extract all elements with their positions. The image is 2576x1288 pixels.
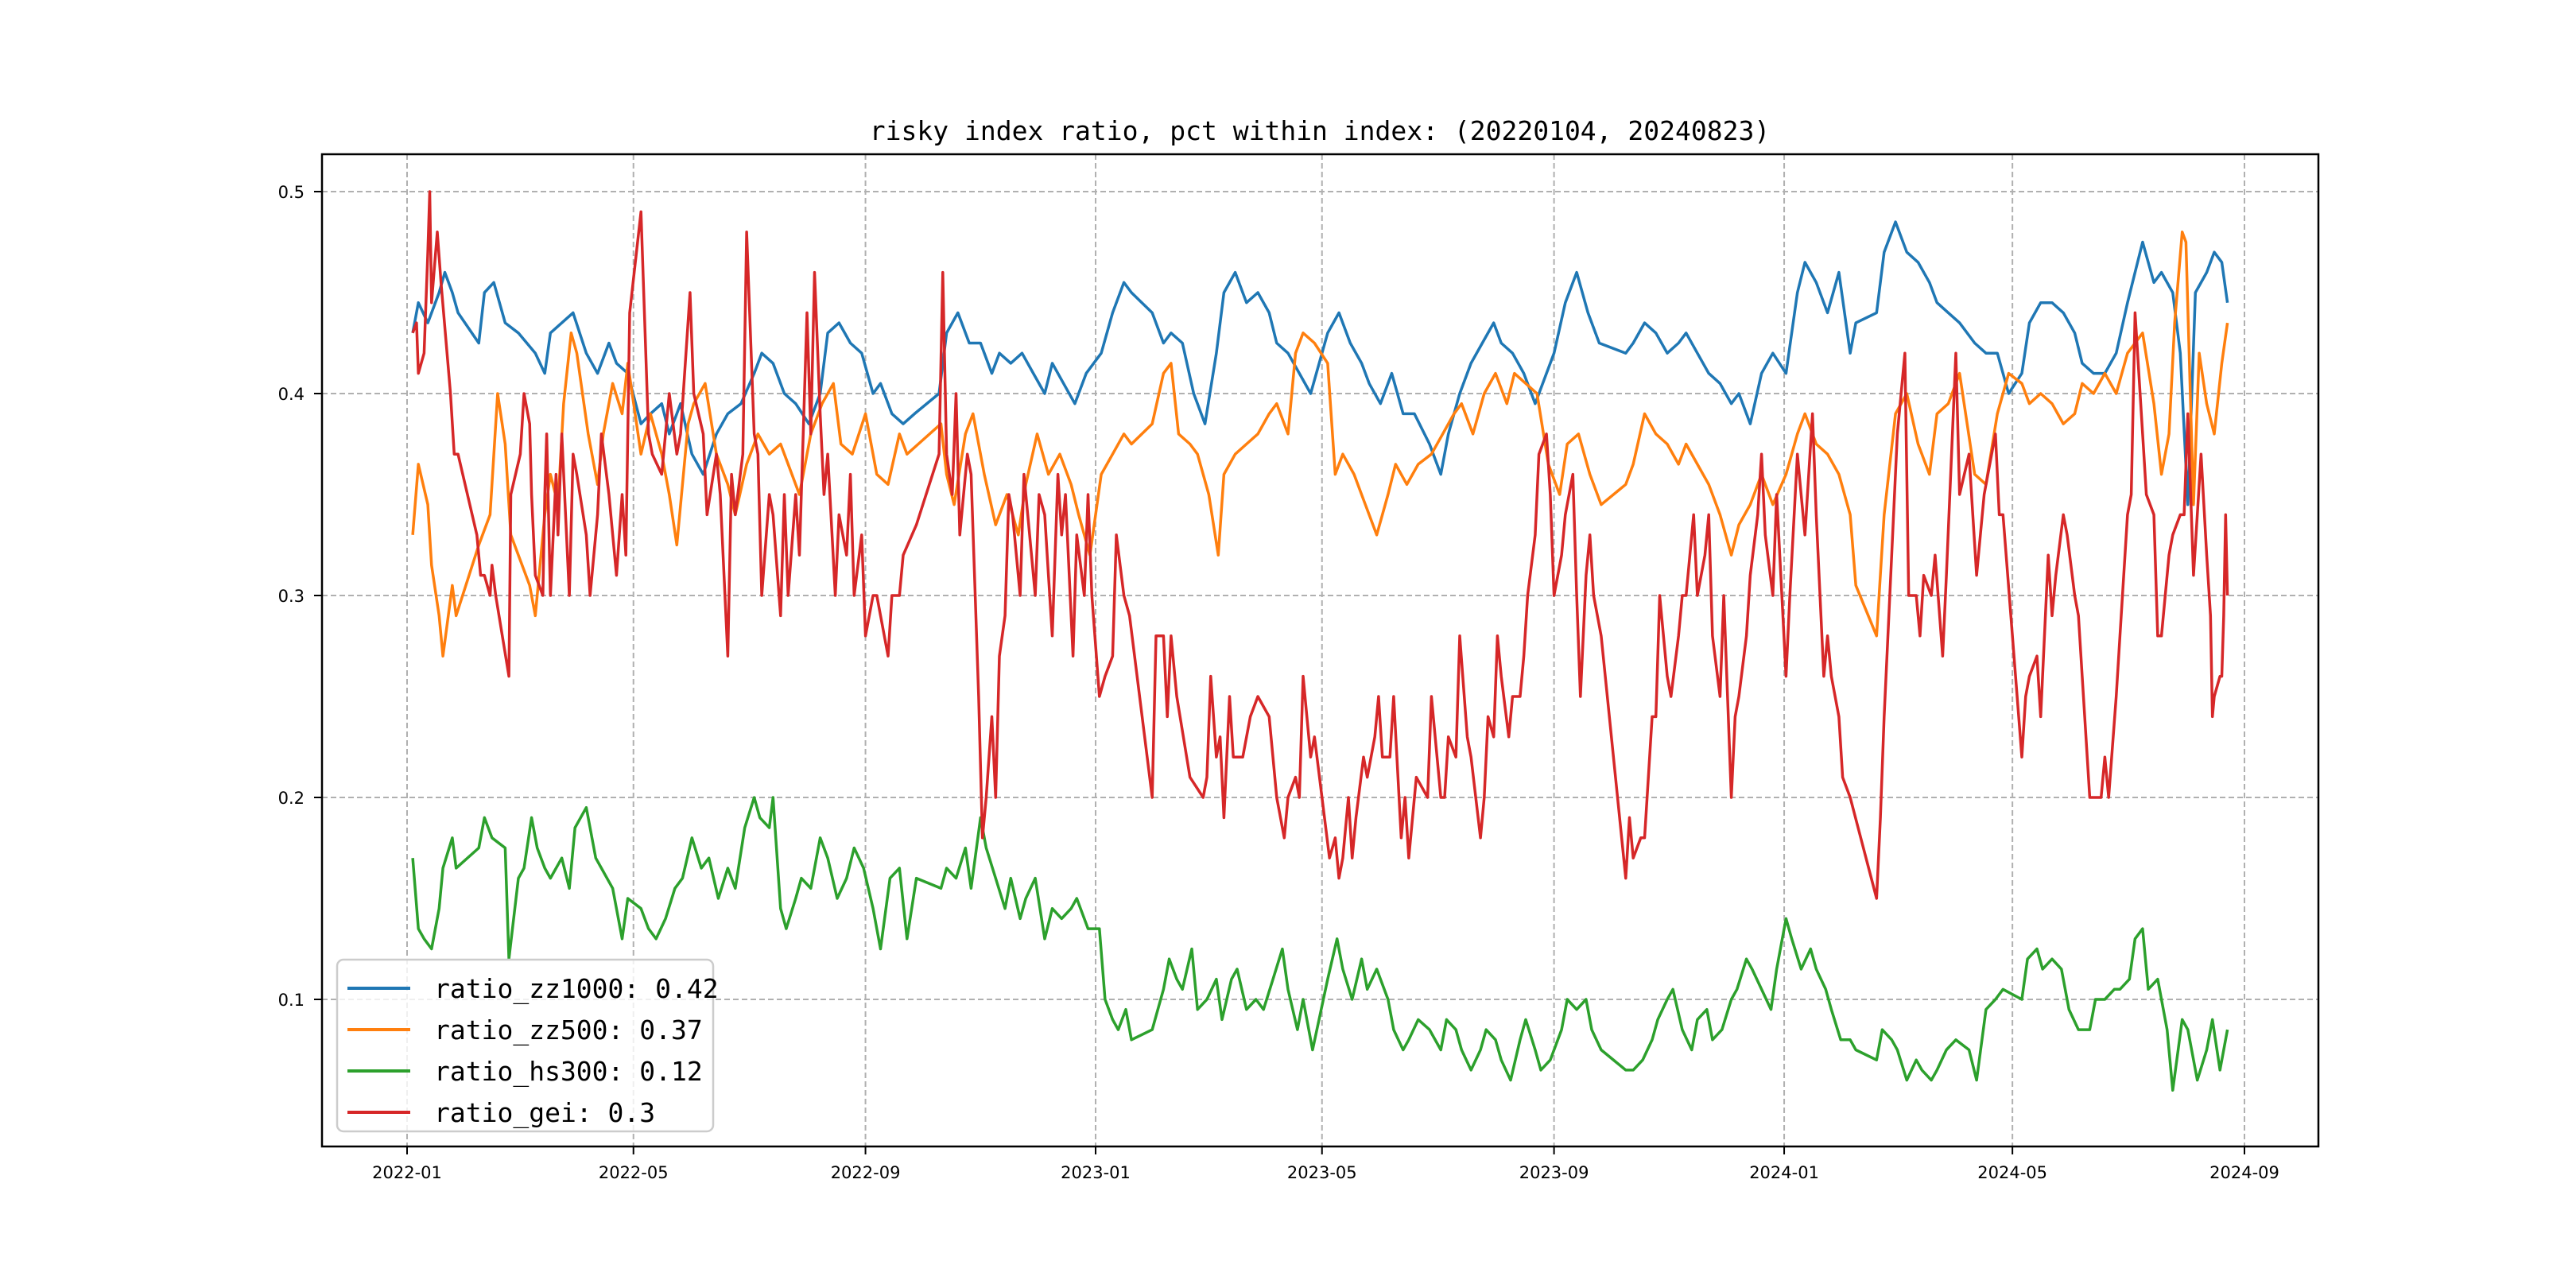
y-tick-label: 0.4 — [278, 385, 305, 404]
axes-frame — [320, 153, 2320, 1148]
series-line-ratio_hs300 — [411, 796, 2229, 1092]
y-axis: 0.1 0.2 0.3 0.4 0.5 — [278, 183, 322, 1010]
x-tick-label: 2023-01 — [1061, 1163, 1131, 1182]
x-tick-label: 2024-01 — [1749, 1163, 1819, 1182]
y-tick-label: 0.1 — [278, 991, 305, 1010]
legend-box — [336, 958, 715, 1133]
series-line-ratio_zz1000 — [411, 220, 2229, 506]
x-tick-label: 2022-01 — [372, 1163, 442, 1182]
series-line-ratio_gei — [411, 190, 2229, 900]
series-lines — [411, 190, 2229, 1092]
y-tick-label: 0.2 — [278, 789, 305, 808]
x-tick-label: 2023-05 — [1287, 1163, 1357, 1182]
x-tick-label: 2024-09 — [2209, 1163, 2279, 1182]
x-tick-label: 2022-05 — [599, 1163, 669, 1182]
x-tick-label: 2023-09 — [1519, 1163, 1589, 1182]
legend-label-ratio_gei: ratio_gei: 0.3 — [434, 1097, 655, 1129]
x-tick-label: 2022-09 — [831, 1163, 901, 1182]
legend-label-ratio_hs300: ratio_hs300: 0.12 — [434, 1056, 703, 1088]
chart-title: risky index ratio, pct within index: (20… — [870, 115, 1770, 146]
legend-label-ratio_zz1000: ratio_zz1000: 0.42 — [434, 973, 719, 1005]
y-tick-label: 0.3 — [278, 587, 305, 606]
legend: ratio_zz1000: 0.42 ratio_zz500: 0.37 ratio… — [336, 958, 719, 1133]
x-tick-label: 2024-05 — [1977, 1163, 2047, 1182]
legend-label-ratio_zz500: ratio_zz500: 0.37 — [434, 1014, 703, 1046]
y-tick-label: 0.5 — [278, 183, 305, 202]
x-axis: 2022-01 2022-05 2022-09 2023-01 2023-05 2023-… — [372, 1146, 2279, 1182]
